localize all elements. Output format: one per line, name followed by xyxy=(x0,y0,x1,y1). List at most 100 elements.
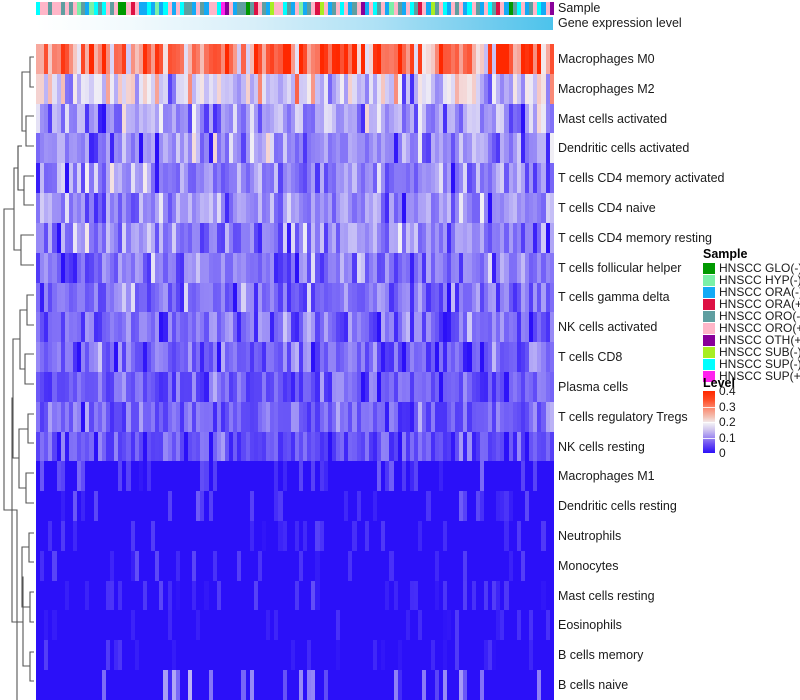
heatmap-cell xyxy=(274,73,279,104)
heatmap-cell xyxy=(216,401,221,432)
heatmap-cell xyxy=(377,610,382,641)
heatmap-cell xyxy=(229,44,234,74)
sample-legend-item[interactable]: HNSCC GLO(-) xyxy=(703,262,800,274)
heatmap-row-label: T cells CD4 memory activated xyxy=(558,171,725,186)
sample-legend-item[interactable]: HNSCC ORO(-) xyxy=(703,310,800,322)
heatmap-cell xyxy=(492,133,497,164)
heatmap-cell xyxy=(36,670,41,700)
heatmap-cell xyxy=(175,103,180,134)
sample-annotation-cell xyxy=(483,2,489,15)
sample-legend-item[interactable]: HNSCC ORO(+) xyxy=(703,322,800,334)
heatmap-cell xyxy=(393,193,398,223)
heatmap-cell xyxy=(151,401,156,432)
heatmap-cell xyxy=(253,252,258,283)
heatmap-cell xyxy=(442,222,447,253)
heatmap-cell xyxy=(393,521,398,551)
heatmap-cell xyxy=(253,521,258,551)
heatmap-cell xyxy=(282,222,287,253)
sample-legend-item[interactable]: HNSCC SUB(-) xyxy=(703,346,800,358)
heatmap-cell xyxy=(105,491,110,521)
sample-annotation-cell xyxy=(48,2,53,15)
heatmap-cell xyxy=(442,491,447,521)
heatmap-cell xyxy=(529,252,534,283)
heatmap-cell xyxy=(303,133,308,164)
heatmap-cell xyxy=(323,73,328,104)
sample-legend-item[interactable]: HNSCC HYP(-) xyxy=(703,273,800,287)
heatmap-cell xyxy=(282,461,287,492)
heatmap-cell xyxy=(401,461,406,492)
heatmap-cell xyxy=(299,73,304,104)
heatmap-cell xyxy=(397,401,402,432)
sample-legend-item[interactable]: HNSCC ORA(-) xyxy=(703,285,800,299)
heatmap-cell xyxy=(372,103,378,134)
heatmap-cell xyxy=(159,222,164,253)
heatmap-cell xyxy=(471,282,476,313)
sample-legend-swatch xyxy=(703,286,715,298)
heatmap-cell xyxy=(196,550,201,581)
heatmap-cell xyxy=(471,431,476,462)
heatmap-cell xyxy=(48,103,53,134)
heatmap-cell xyxy=(537,431,542,462)
heatmap-cell xyxy=(475,222,480,253)
heatmap-cell xyxy=(463,670,468,700)
heatmap-cell xyxy=(377,550,382,581)
heatmap-cell xyxy=(77,73,82,104)
heatmap-cell xyxy=(364,461,369,492)
heatmap-cell xyxy=(179,133,184,164)
heatmap-cell xyxy=(167,222,172,253)
heatmap-cell xyxy=(418,133,423,164)
heatmap-cell xyxy=(60,252,65,283)
heatmap-cell xyxy=(105,163,110,194)
heatmap-cell xyxy=(299,491,304,521)
heatmap-cell xyxy=(442,312,447,343)
sample-legend-label: HNSCC ORA(-) xyxy=(719,285,800,299)
heatmap-cell xyxy=(331,342,336,372)
heatmap-cell xyxy=(68,431,73,462)
heatmap-cell xyxy=(163,580,168,611)
heatmap-row-label: Plasma cells xyxy=(558,379,629,394)
heatmap-cell xyxy=(356,342,361,372)
sample-annotation-cell xyxy=(299,2,304,15)
sample-legend-item[interactable]: HNSCC ORA(+) xyxy=(703,298,800,310)
heatmap-cell xyxy=(537,491,542,521)
heatmap-cell xyxy=(500,550,505,581)
heatmap-cell xyxy=(525,580,530,611)
heatmap-cell xyxy=(270,193,275,223)
sample-legend-item[interactable]: HNSCC SUP(+) xyxy=(703,370,800,382)
heatmap-cell xyxy=(237,222,242,253)
heatmap-cell xyxy=(352,580,357,611)
heatmap-cell xyxy=(68,222,73,253)
heatmap-cell xyxy=(290,580,295,611)
heatmap-cell xyxy=(97,103,102,134)
heatmap-cell xyxy=(142,580,147,611)
heatmap-cell xyxy=(393,491,398,521)
heatmap-cell xyxy=(467,342,472,372)
heatmap-cell xyxy=(364,580,369,611)
heatmap-cell xyxy=(134,461,139,492)
heatmap-cell xyxy=(188,193,193,223)
heatmap-cell xyxy=(114,133,119,164)
heatmap-cell xyxy=(109,550,115,581)
heatmap-cell xyxy=(134,342,139,372)
heatmap-cell xyxy=(520,401,526,432)
heatmap-cell xyxy=(335,252,341,283)
heatmap-cell xyxy=(492,44,497,74)
heatmap-cell xyxy=(533,401,538,432)
heatmap-cell xyxy=(196,133,201,164)
heatmap-cell xyxy=(455,193,460,223)
sample-legend-item[interactable]: HNSCC OTH(+) xyxy=(703,334,800,346)
heatmap-cell xyxy=(340,282,345,313)
heatmap-cell xyxy=(40,342,45,372)
heatmap-cell xyxy=(130,640,135,671)
heatmap-cell xyxy=(483,73,489,104)
heatmap-cell xyxy=(525,252,530,283)
heatmap-cell xyxy=(331,371,336,402)
heatmap-cell xyxy=(36,222,41,253)
sample-legend-item[interactable]: HNSCC SUP(-) xyxy=(703,358,800,370)
heatmap-cell xyxy=(72,103,78,134)
heatmap-cell xyxy=(208,252,213,283)
heatmap-cell xyxy=(163,163,168,194)
heatmap-cell xyxy=(508,670,513,700)
heatmap-cell xyxy=(208,133,213,164)
sample-legend-label: HNSCC HYP(-) xyxy=(719,273,800,287)
